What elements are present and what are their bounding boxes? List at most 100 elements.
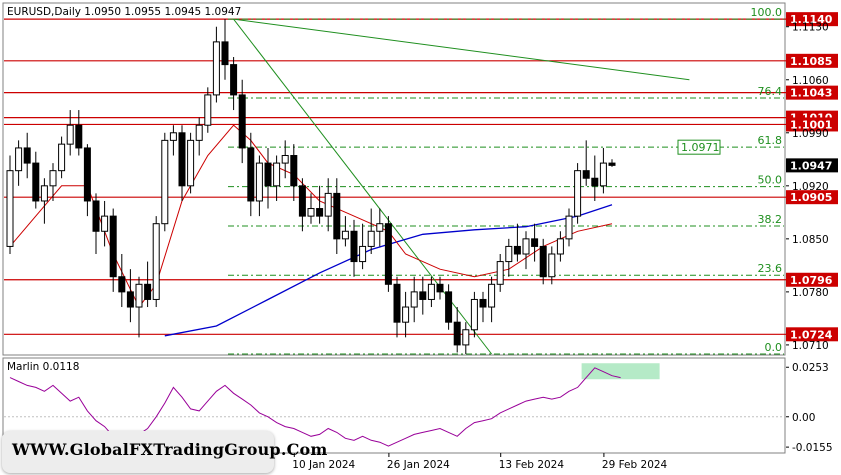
candle-body	[281, 155, 289, 164]
level-tag: 1.0724	[786, 327, 838, 342]
level-tag-bg	[786, 53, 838, 68]
candle-body	[522, 238, 530, 255]
candle	[23, 132, 31, 179]
candle-body	[178, 132, 186, 187]
level-tag: 1.1140	[786, 12, 838, 27]
candle	[101, 200, 109, 247]
level-tag-bg	[786, 327, 838, 342]
candle	[92, 193, 100, 254]
level-tag-bg	[786, 12, 838, 27]
candle	[187, 132, 195, 194]
annotation-box	[677, 139, 721, 155]
candle	[462, 322, 470, 354]
candle	[350, 219, 358, 277]
candle-body	[367, 230, 375, 247]
candle	[367, 208, 375, 254]
level-tag: 1.0905	[786, 190, 838, 205]
candle	[195, 117, 203, 156]
candle-body	[591, 177, 599, 187]
candle	[427, 276, 435, 308]
candle-body	[238, 94, 246, 149]
candle-body	[212, 41, 220, 96]
candle-body	[307, 208, 315, 217]
level-tag: 1.1001	[786, 117, 838, 132]
candle-body	[513, 245, 521, 255]
candle-body	[135, 283, 143, 308]
time-tick-label: 13 Feb 2024	[499, 459, 565, 471]
candle-body	[247, 147, 255, 202]
candle	[479, 291, 487, 323]
candle-body	[101, 215, 109, 232]
candle	[384, 216, 392, 292]
level-tag: 1.1043	[786, 85, 838, 100]
candle-body	[608, 162, 616, 166]
candle-body	[410, 291, 418, 308]
candle-body	[15, 147, 23, 172]
candle-body	[126, 291, 134, 308]
level-tag: 1.0796	[786, 272, 838, 287]
watermark-text: WWW.GlobalFXTradingGroup.Com	[12, 440, 328, 459]
candle-body	[453, 321, 461, 346]
candle-body	[204, 94, 212, 126]
annotation-text: 1.0971	[681, 141, 720, 154]
candle-body	[376, 223, 384, 232]
indicator-highlight	[581, 363, 660, 380]
candle	[32, 151, 40, 209]
candle-body	[333, 192, 341, 240]
fib-label: 23.6	[758, 262, 783, 275]
candle	[376, 208, 384, 247]
candle	[281, 140, 289, 179]
candle-body	[599, 162, 607, 187]
candle-body	[161, 139, 169, 225]
candle-body	[58, 143, 66, 172]
candle	[505, 238, 513, 277]
level-label: 1.0796	[790, 274, 833, 287]
candle-body	[582, 170, 590, 179]
candle	[599, 147, 607, 194]
fib-label: 76.4	[758, 85, 783, 98]
candle	[178, 125, 186, 201]
candle	[591, 155, 599, 201]
price-tick-label: 1.1130	[792, 22, 829, 34]
level-label: 1.1085	[790, 55, 832, 68]
candle	[333, 178, 341, 254]
fib-label: 38.2	[758, 213, 783, 226]
candle-body	[359, 245, 367, 263]
candle	[290, 144, 298, 201]
candle-body	[144, 283, 152, 300]
fib-label: 61.8	[758, 134, 783, 147]
candle	[204, 87, 212, 133]
candle	[264, 147, 272, 209]
candle-body	[384, 223, 392, 285]
candle	[419, 276, 427, 315]
fib-label: 0.0	[765, 341, 783, 354]
chart-title: EURUSD,Daily 1.0950 1.0955 1.0945 1.0947	[7, 6, 241, 18]
candle	[556, 231, 564, 262]
current-price-bg	[786, 158, 838, 173]
candle-body	[539, 245, 547, 278]
candle	[212, 26, 220, 103]
candle	[169, 125, 177, 156]
level-tag-bg	[786, 190, 838, 205]
candle-body	[118, 276, 126, 293]
candle-body	[505, 245, 513, 263]
candle	[470, 291, 478, 338]
candle-body	[488, 283, 496, 308]
level-tag-bg	[786, 117, 838, 132]
candles	[6, 19, 616, 354]
time-axis: 10 Jan 2024 26 Jan 2024 13 Feb 2024 29 Feb …	[292, 453, 668, 471]
candle-body	[40, 185, 48, 202]
price-tick-label: 1.0850	[792, 234, 829, 246]
price-axis: 1.11301.10601.09901.09201.08501.07801.07…	[786, 22, 838, 352]
candle-body	[316, 208, 324, 217]
candle-body	[393, 283, 401, 323]
candle-body	[32, 162, 40, 202]
candle	[40, 178, 48, 224]
level-label: 1.1140	[790, 13, 833, 26]
current-price-tag: 1.0947	[786, 158, 838, 173]
candle-body	[324, 192, 332, 217]
candle-body	[436, 283, 444, 293]
candle	[324, 178, 332, 232]
candle	[109, 208, 117, 292]
